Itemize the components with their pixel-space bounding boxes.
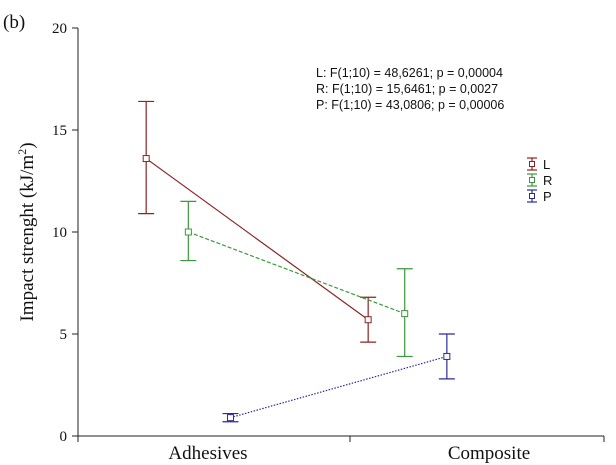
y-tick-label: 5	[60, 327, 68, 343]
series-P	[222, 333, 455, 423]
data-point	[443, 352, 451, 360]
statistics-line: L: F(1;10) = 48,6261; p = 0,00004	[316, 66, 503, 80]
series-L	[138, 100, 377, 343]
x-ticks: Adhesives Composite	[77, 436, 605, 464]
data-point	[364, 316, 372, 324]
series-line-R	[188, 231, 405, 315]
series-layer	[138, 100, 455, 423]
y-tick-label: 10	[52, 225, 67, 241]
data-point	[226, 414, 234, 422]
x-category-label: Composite	[448, 443, 530, 464]
legend-swatch-marker	[529, 177, 535, 183]
y-tick-label: 20	[52, 21, 67, 37]
data-point	[401, 310, 409, 318]
statistics-line: P: F(1;10) = 43,0806; p = 0,00006	[316, 98, 504, 112]
data-point	[142, 155, 150, 163]
series-R	[180, 200, 413, 358]
data-point	[184, 228, 192, 236]
legend-label: L	[543, 157, 550, 172]
series-line-L	[145, 158, 369, 321]
y-ticks: 0 5 10 15 20	[52, 21, 78, 445]
series-line-P	[230, 355, 448, 419]
panel-label: (b)	[3, 12, 25, 33]
y-tick-label: 15	[52, 123, 67, 139]
x-category-label: Adhesives	[168, 443, 247, 464]
y-tick-label: 0	[60, 429, 68, 445]
statistics-line: R: F(1;10) = 15,6461; p = 0,0027	[316, 82, 498, 96]
legend-swatch-marker	[529, 193, 535, 199]
statistics-annotation: L: F(1;10) = 48,6261; p = 0,00004 R: F(1;…	[316, 66, 504, 112]
legend-label: P	[543, 189, 552, 204]
legend: LRP	[527, 157, 552, 204]
y-axis-title: Impact strenght (kJ/m2)	[15, 142, 38, 321]
legend-label: R	[543, 173, 552, 188]
legend-swatch-marker	[529, 161, 535, 167]
